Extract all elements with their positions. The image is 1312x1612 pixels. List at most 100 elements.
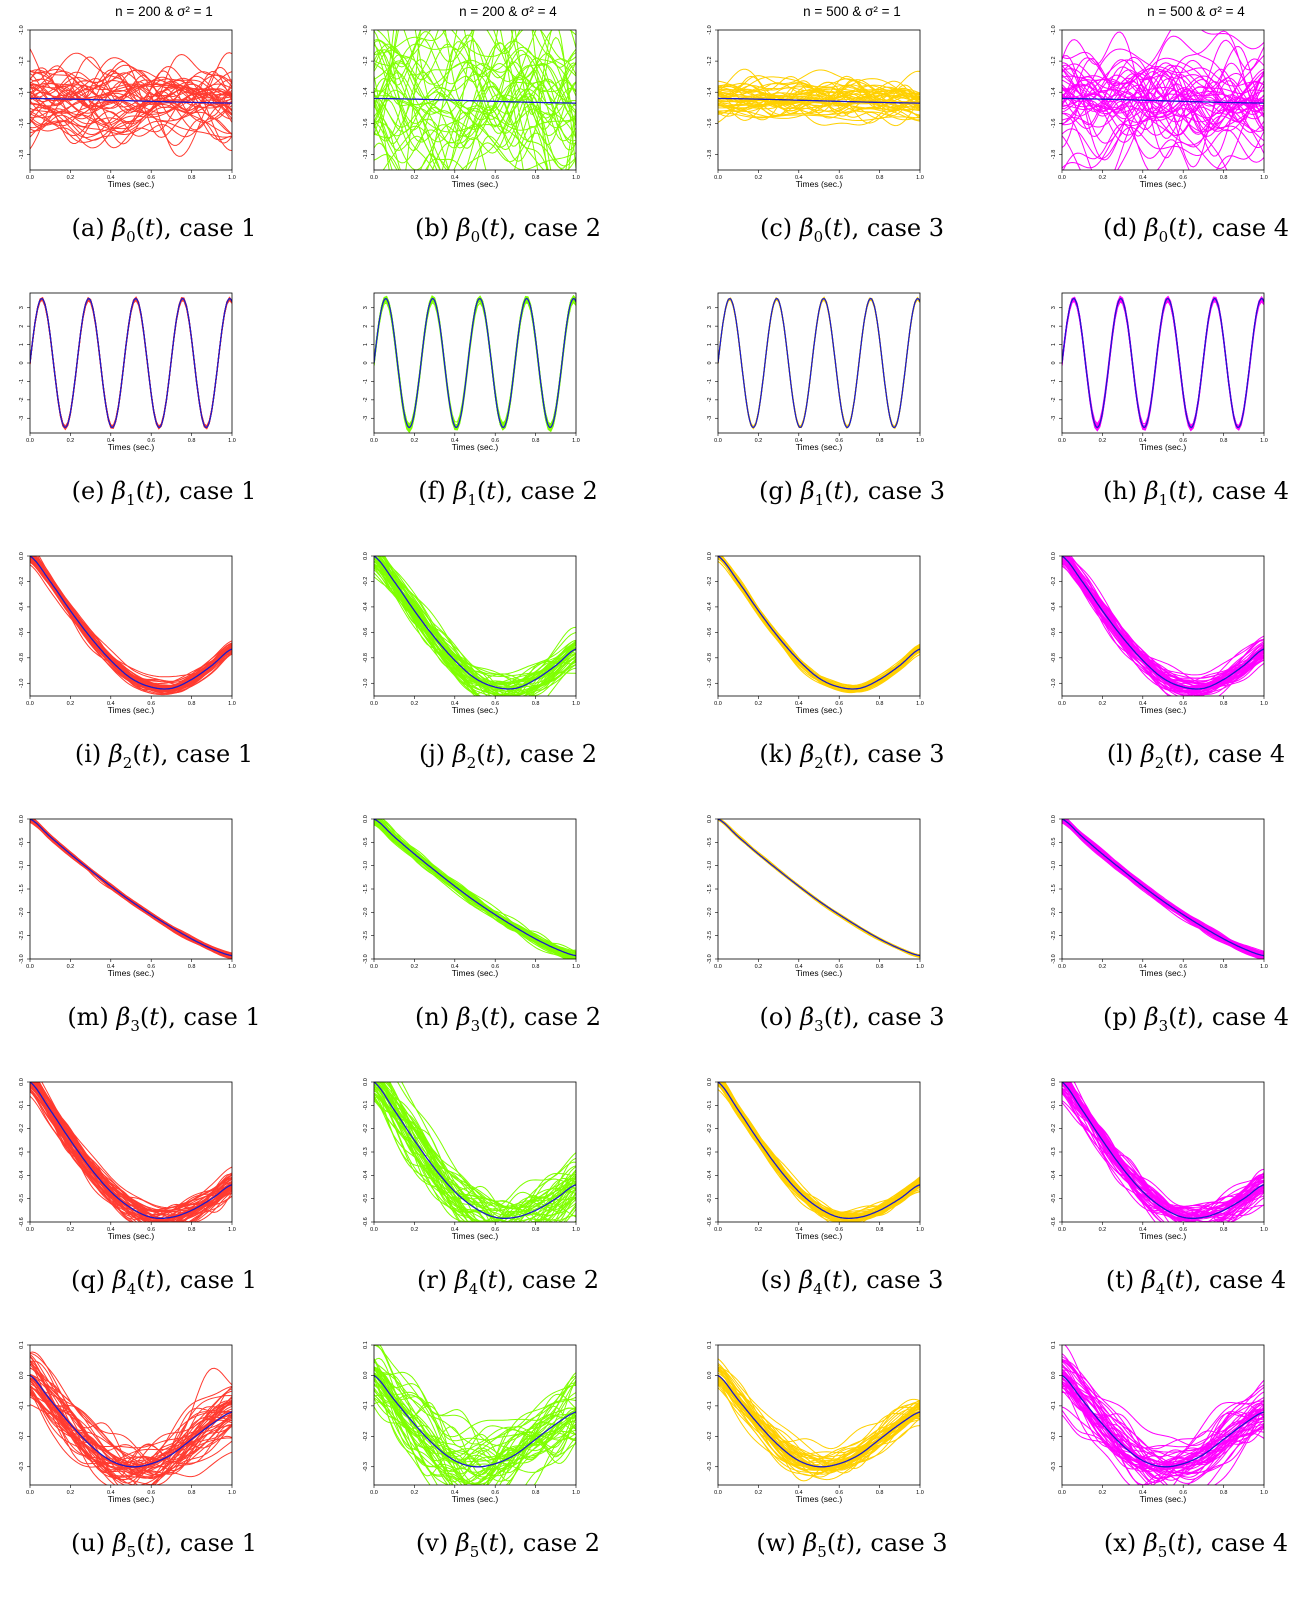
replicate-line	[382, 819, 576, 951]
replicate-line	[374, 824, 573, 959]
replicate-line	[1067, 556, 1264, 683]
y-tick-label: -0.2	[1051, 577, 1057, 586]
replicate-line	[719, 1082, 920, 1217]
y-tick-label: -1.0	[1051, 679, 1057, 688]
replicate-line	[376, 819, 576, 954]
replicate-line	[374, 1383, 576, 1483]
caption-case: case 4	[1211, 214, 1289, 242]
replicate-line	[376, 1345, 576, 1458]
y-tick-label: 0	[19, 361, 25, 364]
replicate-line	[718, 1082, 920, 1217]
replicate-line	[718, 90, 920, 116]
x-axis-label: Times (sec.)	[1140, 968, 1187, 978]
true-curve	[1062, 1082, 1264, 1220]
caption-coef: β0(t),	[456, 214, 524, 246]
replicate-line	[1062, 819, 1264, 957]
replicate-line	[718, 297, 920, 430]
replicate-line	[30, 819, 232, 957]
replicate-line	[1062, 819, 1264, 956]
caption-letter: (k)	[759, 740, 801, 768]
x-axis-label: Times (sec.)	[1140, 179, 1187, 189]
replicate-line	[389, 1082, 576, 1207]
replicate-line	[1067, 1082, 1264, 1216]
y-tick-label: 2	[363, 325, 369, 328]
x-tick-label: 1.0	[572, 1227, 580, 1233]
chart-svg: 0.0 0.2 0.4 0.6 0.8 1.0 Times (sec.) 0.0 -0.2 -0.…	[363, 552, 580, 715]
caption-coef: β4(t),	[1141, 1266, 1209, 1298]
y-tick-label: 3	[707, 306, 713, 309]
column-title: n = 500 & σ² = 1	[803, 4, 901, 19]
panel-r: 0.0 0.2 0.4 0.6 0.8 1.0 Times (sec.) 0.0 -0.1 -0.…	[344, 1052, 672, 1320]
replicate-line	[377, 819, 576, 955]
replicate-line	[1062, 819, 1264, 957]
replicate-line	[718, 297, 920, 429]
replicate-line	[1066, 819, 1264, 954]
replicate-line	[30, 297, 232, 429]
caption-letter: (j)	[418, 740, 453, 768]
y-tick-label: -0.2	[19, 1124, 25, 1133]
x-tick-label: 0.8	[532, 701, 540, 707]
replicate-line	[30, 69, 232, 124]
replicate-line	[1063, 819, 1264, 954]
x-axis-label: Times (sec.)	[1140, 1231, 1187, 1241]
true-curve	[1062, 819, 1264, 957]
y-tick-label: -2.5	[1051, 931, 1057, 940]
x-tick-label: 0.6	[147, 1227, 155, 1233]
replicate-line	[30, 297, 232, 430]
replicate-line	[403, 30, 576, 104]
replicate-line	[30, 819, 232, 956]
caption-coef: β0(t),	[1144, 214, 1212, 246]
y-tick-label: 0	[363, 361, 369, 364]
replicate-line	[374, 1093, 576, 1222]
chart-svg: 0.0 0.2 0.4 0.6 0.8 1.0 Times (sec.) 0.1 0.0 -0.1…	[363, 1341, 580, 1504]
replicate-line	[718, 819, 920, 956]
x-tick-label: 0.2	[67, 1227, 75, 1233]
panel-caption: (v) β5(t), case 2	[344, 1529, 672, 1561]
x-tick-label: 0.2	[67, 1490, 75, 1496]
panel-caption: (h) β1(t), case 4	[1032, 477, 1312, 509]
replicate-line	[1062, 80, 1264, 170]
caption-coef: β5(t),	[112, 1529, 180, 1561]
x-tick-label: 0.6	[147, 175, 155, 181]
x-tick-label: 1.0	[1260, 438, 1268, 444]
x-axis-label: Times (sec.)	[1140, 1494, 1187, 1504]
true-curve	[718, 1082, 920, 1220]
true-curve	[30, 1082, 232, 1220]
replicate-line	[381, 1082, 576, 1213]
x-tick-label: 0.0	[26, 701, 34, 707]
y-tick-label: -0.1	[707, 1401, 713, 1410]
replicate-line	[1062, 822, 1264, 959]
x-tick-label: 1.0	[916, 1490, 924, 1496]
y-tick-label: -0.5	[363, 838, 369, 847]
replicate-line	[30, 819, 232, 956]
x-tick-label: 0.8	[876, 1490, 884, 1496]
replicate-line	[718, 819, 920, 957]
replicate-line	[718, 556, 920, 687]
replicate-line	[30, 296, 232, 429]
replicate-line	[30, 98, 232, 129]
x-tick-label: 0.4	[1139, 701, 1147, 707]
y-tick-label: 0.0	[19, 1372, 25, 1380]
y-tick-label: 0.1	[1051, 1341, 1057, 1349]
replicate-line	[718, 819, 920, 958]
replicate-line	[1062, 1373, 1264, 1463]
replicate-line	[1062, 123, 1264, 170]
y-tick-label: 0.0	[19, 552, 25, 560]
replicate-line	[374, 30, 576, 68]
x-tick-label: 0.4	[107, 1227, 115, 1233]
y-tick-label: -2.0	[19, 908, 25, 917]
x-tick-label: 0.2	[67, 175, 75, 181]
y-tick-label: 0.0	[363, 1078, 369, 1086]
replicate-line	[718, 297, 920, 429]
replicate-line	[379, 1082, 576, 1212]
caption-coef: β5(t),	[455, 1529, 523, 1561]
replicate-line	[718, 297, 920, 428]
replicate-line	[718, 297, 920, 429]
replicate-line	[719, 556, 920, 688]
replicate-line	[1064, 819, 1264, 954]
replicate-line	[376, 30, 576, 62]
replicate-line	[721, 1082, 920, 1219]
x-axis-label: Times (sec.)	[796, 705, 843, 715]
replicate-line	[30, 297, 232, 429]
panel-caption: (l) β2(t), case 4	[1032, 740, 1312, 772]
